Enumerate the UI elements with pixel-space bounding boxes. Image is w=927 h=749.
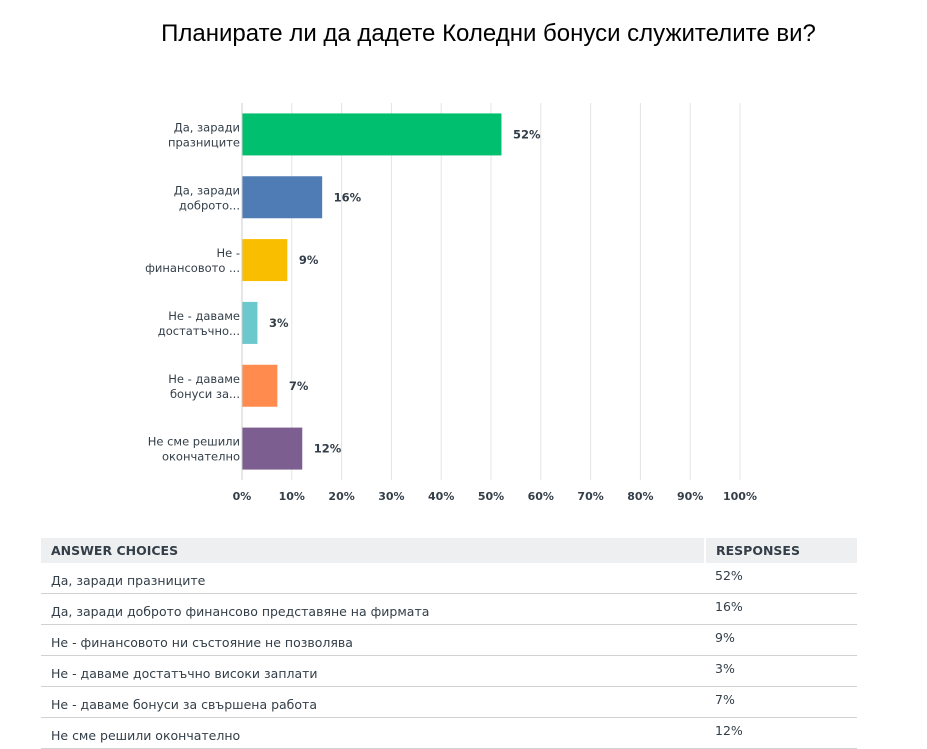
table-row: Да, заради доброто финансово представяне…: [41, 593, 857, 625]
answer-cell: Не - даваме достатъчно високи заплати: [41, 655, 705, 687]
response-cell: 3%: [705, 655, 857, 687]
header-responses: RESPONSES: [704, 538, 857, 563]
bar: [242, 176, 323, 219]
bar-chart: Да, заради празниците Да, заради доброто...…: [145, 103, 757, 503]
x-axis-ticks: 0% 10% 20% 30% 40% 50% 60% 70% 80% 90% 100%: [233, 490, 757, 503]
bar: [242, 427, 303, 470]
category-labels: Да, заради празниците Да, заради доброто...…: [145, 120, 240, 463]
x-tick-label: 10%: [279, 490, 305, 503]
response-cell: 52%: [705, 563, 857, 594]
category-label: Да, заради доброто...: [174, 183, 240, 212]
category-label: Не -финансовото ...: [145, 246, 240, 275]
answer-cell: Не - финансовото ни състояние не позволя…: [41, 624, 705, 656]
category-label: Не сме решили окончателно: [148, 435, 240, 464]
header-answer-choices: ANSWER CHOICES: [41, 538, 705, 563]
category-label: Да, заради празниците: [168, 120, 240, 149]
value-labels: 52% 16% 9% 3% 7% 12%: [269, 127, 541, 455]
bar-value-label: 52%: [513, 127, 541, 141]
x-tick-label: 70%: [577, 490, 603, 503]
table-header-row: ANSWER CHOICES RESPONSES: [41, 538, 857, 563]
bar: [242, 239, 288, 282]
table-row: Не - даваме достатъчно високи заплати 3%: [41, 655, 857, 687]
bar: [242, 364, 278, 407]
table-row: Не - даваме бонуси за свършена работа 7%: [41, 686, 857, 718]
x-tick-label: 80%: [627, 490, 653, 503]
answer-cell: Не сме решили окончателно: [41, 717, 705, 749]
category-label: Не - даваме достатъчно...: [158, 309, 240, 338]
chart-title: Планирате ли да дадете Коледни бонуси сл…: [161, 20, 816, 47]
bar: [242, 301, 258, 344]
x-tick-label: 40%: [428, 490, 454, 503]
bar-value-label: 3%: [269, 316, 289, 330]
x-tick-label: 90%: [677, 490, 703, 503]
x-tick-label: 100%: [723, 490, 757, 503]
bar-value-label: 12%: [314, 442, 342, 456]
x-tick-label: 30%: [378, 490, 404, 503]
table-row: Да, заради празниците 52%: [41, 563, 857, 594]
chart-bars: [242, 113, 502, 470]
x-tick-label: 20%: [328, 490, 354, 503]
answer-cell: Да, заради празниците: [41, 563, 705, 594]
response-cell: 9%: [705, 624, 857, 656]
x-tick-label: 60%: [528, 490, 554, 503]
x-tick-label: 0%: [233, 490, 252, 503]
response-cell: 7%: [705, 686, 857, 718]
response-cell: 12%: [705, 717, 857, 749]
x-tick-label: 50%: [478, 490, 504, 503]
bar-value-label: 9%: [299, 253, 319, 267]
responses-table: ANSWER CHOICES RESPONSES Да, заради праз…: [41, 538, 857, 749]
table-row: Не сме решили окончателно 12%: [41, 717, 857, 749]
bar-value-label: 16%: [334, 190, 362, 204]
table-row: Не - финансовото ни състояние не позволя…: [41, 624, 857, 656]
response-cell: 16%: [705, 593, 857, 625]
answer-cell: Не - даваме бонуси за свършена работа: [41, 686, 705, 718]
answer-cell: Да, заради доброто финансово представяне…: [41, 593, 705, 625]
bar: [242, 113, 502, 156]
bar-value-label: 7%: [289, 379, 309, 393]
chart-grid: [241, 103, 741, 480]
category-label: Не - даваме бонуси за...: [168, 372, 240, 401]
